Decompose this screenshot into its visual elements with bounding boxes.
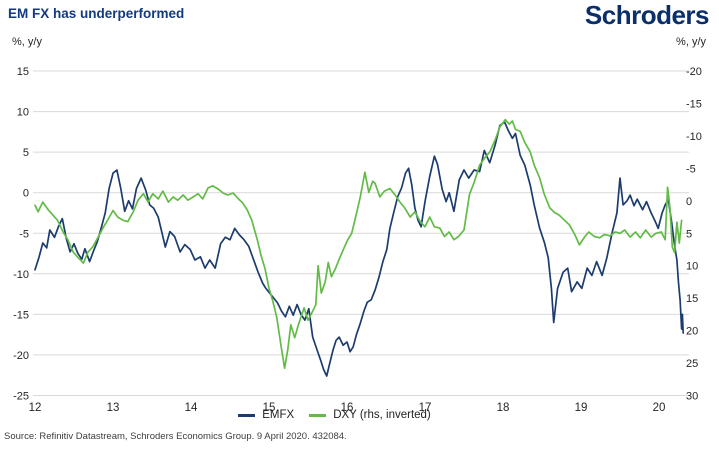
- left-axis-tick-label: 5: [23, 147, 29, 159]
- right-axis-tick-label: 20: [686, 326, 698, 338]
- right-axis-tick-label: 25: [686, 358, 698, 370]
- left-axis-tick-label: -5: [19, 228, 29, 240]
- x-axis-tick-label: 19: [575, 402, 588, 414]
- left-axis-tick-label: -10: [13, 269, 29, 281]
- emfx-line: [34, 121, 685, 377]
- left-axis-unit-label: %, y/y: [12, 36, 42, 48]
- x-axis-tick-label: 12: [29, 402, 42, 414]
- x-axis-tick-label: 16: [341, 402, 354, 414]
- left-axis-tick-label: 0: [23, 188, 29, 200]
- left-axis-tick-label: 10: [17, 107, 29, 119]
- right-axis-tick-label: 15: [686, 293, 698, 305]
- right-axis-tick-label: 10: [686, 261, 698, 273]
- source-line: Source: Refinitiv Datastream, Schroders …: [4, 431, 347, 442]
- x-axis-tick-label: 14: [185, 402, 198, 414]
- dxy-line: [34, 118, 683, 370]
- right-axis-tick-label: 30: [686, 391, 698, 403]
- right-axis-tick-label: -20: [686, 66, 702, 78]
- emfx-line-swatch: [238, 414, 256, 417]
- left-axis-tick-label: -20: [13, 350, 29, 362]
- legend-item-emfx: EMFX: [238, 409, 294, 421]
- legend: EMFX DXY (rhs, inverted): [0, 409, 694, 421]
- left-axis-tick-label: -15: [13, 309, 29, 321]
- right-axis-tick-label: 5: [686, 228, 692, 240]
- right-axis-tick-label: -10: [686, 131, 702, 143]
- schroders-logo: Schroders: [584, 0, 710, 30]
- right-axis-tick-label: 0: [686, 196, 692, 208]
- dxy-line-swatch: [309, 414, 327, 417]
- x-axis-tick-label: 18: [497, 402, 510, 414]
- legend-item-dxy: DXY (rhs, inverted): [309, 409, 431, 421]
- x-axis-tick-label: 17: [419, 402, 432, 414]
- right-axis-unit-label: %, y/y: [676, 36, 706, 48]
- right-axis-tick-label: -15: [686, 99, 702, 111]
- legend-label-emfx: EMFX: [262, 409, 295, 421]
- left-axis-tick-label: -25: [13, 391, 29, 403]
- left-axis-tick-label: 15: [17, 66, 29, 78]
- x-axis-tick-label: 13: [107, 402, 120, 414]
- x-axis-tick-label: 15: [263, 402, 276, 414]
- right-axis-tick-label: -5: [686, 163, 696, 175]
- legend-label-dxy: DXY (rhs, inverted): [333, 409, 431, 421]
- page-title: EM FX has underperformed: [8, 6, 185, 21]
- x-axis-tick-label: 20: [653, 402, 666, 414]
